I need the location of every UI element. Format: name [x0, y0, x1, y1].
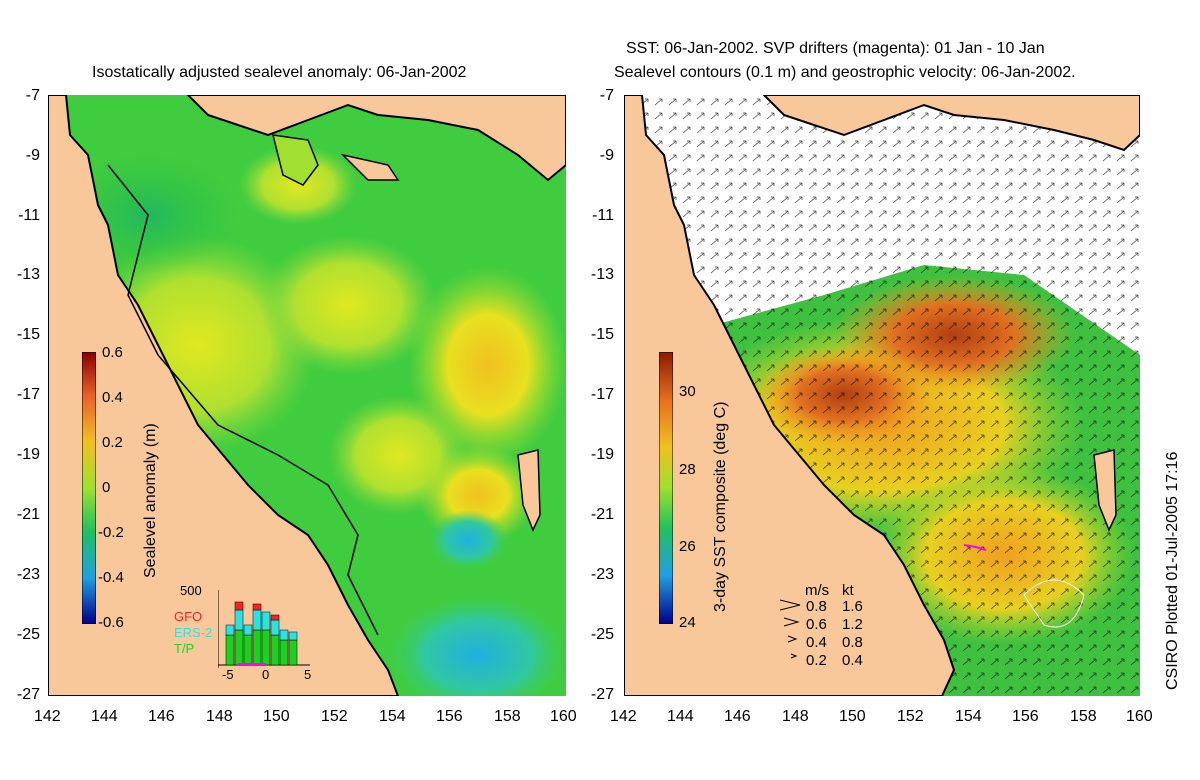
sealevel-colorbar: [82, 352, 96, 624]
anomaly-field: [388, 595, 566, 696]
island: [1093, 449, 1117, 532]
lat-tick-label: -9: [599, 147, 614, 164]
velocity-key-ms: 0.6: [806, 616, 827, 633]
velocity-key-header-kt: kt: [842, 582, 854, 599]
inset-legend-tp: T/P: [174, 641, 195, 656]
velocity-key-arrows: [780, 599, 801, 659]
lon-tick-label: 152: [321, 708, 348, 725]
lon-tick-label: 150: [263, 708, 290, 725]
velocity-key-ms: 0.4: [806, 634, 827, 651]
anomaly-field: [428, 510, 508, 570]
velocity-key-kt: 0.8: [842, 634, 863, 651]
land-png: [186, 95, 566, 182]
inset-xtick: 0: [262, 667, 270, 682]
inset-legend-gfo: GFO: [174, 609, 203, 624]
lat-tick-label: -11: [592, 207, 614, 224]
inset-xtick: -5: [222, 667, 234, 682]
sla-tick-label: 0.6: [102, 344, 123, 361]
velocity-key-ms: 0.2: [806, 652, 827, 669]
reef-contour: [107, 164, 379, 636]
sla-tick-label: -0.6: [98, 614, 124, 631]
right-panel-title-line2: Sealevel contours (0.1 m) and geostrophi…: [614, 64, 1076, 81]
inset-xtick: 5: [304, 667, 312, 682]
velocity-key-kt: 1.2: [842, 616, 863, 633]
lon-tick-label: 160: [550, 708, 577, 725]
lat-tick-label: -19: [590, 446, 614, 463]
sst-colorbar-label: 3-day SST composite (deg C): [712, 401, 729, 612]
sst-tick-label: 30: [679, 383, 696, 400]
lat-tick-label: -23: [16, 566, 40, 583]
lat-tick-label: -15: [16, 326, 40, 343]
velocity-key-header-ms: m/s: [805, 582, 830, 599]
sealevel-anomaly-map: [48, 95, 566, 696]
lat-tick-label: -27: [16, 686, 40, 703]
anomaly-field: [238, 145, 358, 225]
sla-tick-label: 0.2: [102, 434, 123, 451]
island: [340, 153, 400, 181]
lat-tick-label: -7: [25, 87, 40, 104]
sst-tick-label: 26: [679, 538, 696, 555]
lon-tick-label: 154: [379, 708, 406, 725]
lon-tick-label: 158: [494, 708, 521, 725]
sla-tick-label: -0.4: [98, 569, 124, 586]
lat-tick-label: -27: [590, 686, 614, 703]
lon-tick-label: 150: [839, 708, 866, 725]
sla-tick-label: -0.2: [98, 524, 124, 541]
lon-tick-label: 144: [667, 708, 694, 725]
lat-tick-label: -21: [590, 506, 614, 523]
inset-legend-ers2: ERS-2: [174, 625, 213, 640]
land-australia: [624, 95, 956, 696]
lon-tick-label: 148: [206, 708, 233, 725]
plot-credit: CSIRO Plotted 01-Jul-2005 17:16: [1164, 451, 1181, 690]
sla-tick-label: 0.4: [102, 389, 123, 406]
lon-tick-label: 156: [1012, 708, 1039, 725]
lon-tick-label: 142: [34, 708, 61, 725]
drifter-track: [963, 544, 987, 551]
lon-tick-label: 146: [724, 708, 751, 725]
lat-tick-label: -13: [16, 266, 40, 283]
inset-bars: [225, 601, 298, 666]
lat-tick-label: -9: [25, 147, 40, 164]
velocity-key-kt: 0.4: [842, 652, 863, 669]
lon-tick-label: 142: [610, 708, 637, 725]
lat-tick-label: -25: [16, 626, 40, 643]
lat-tick-label: -17: [16, 386, 40, 403]
lon-tick-label: 146: [148, 708, 175, 725]
velocity-key-ms: 0.8: [806, 598, 827, 615]
sst-tick-label: 24: [679, 614, 696, 631]
lon-tick-label: 152: [897, 708, 924, 725]
lon-tick-label: 158: [1070, 708, 1097, 725]
sst-tick-label: 28: [679, 461, 696, 478]
velocity-key-kt: 1.6: [842, 598, 863, 615]
land-australia: [48, 95, 400, 696]
lat-tick-label: -25: [590, 626, 614, 643]
sla-tick-label: 0: [102, 479, 111, 496]
lon-tick-label: 160: [1126, 708, 1153, 725]
lat-tick-label: -21: [16, 506, 40, 523]
lat-tick-label: -13: [590, 266, 614, 283]
island: [272, 134, 319, 186]
inset-ymax: 500: [180, 583, 202, 598]
sealevel-contour: [1023, 579, 1085, 628]
lat-tick-label: -11: [18, 207, 40, 224]
island: [517, 449, 541, 532]
right-panel-title-line1: SST: 06-Jan-2002. SVP drifters (magenta)…: [626, 40, 1045, 57]
lon-tick-label: 156: [436, 708, 463, 725]
lon-tick-label: 154: [955, 708, 982, 725]
lon-tick-label: 144: [91, 708, 118, 725]
lat-tick-label: -19: [16, 446, 40, 463]
lat-tick-label: -17: [590, 386, 614, 403]
lat-tick-label: -23: [590, 566, 614, 583]
lat-tick-label: -15: [590, 326, 614, 343]
land-png: [762, 95, 1140, 152]
sla-colorbar-label: Sealevel anomaly (m): [142, 423, 159, 578]
sst-map: [624, 95, 1140, 696]
sst-colorbar: [659, 352, 673, 624]
inset-histogram: [218, 590, 310, 668]
lat-tick-label: -7: [599, 87, 614, 104]
left-panel-title: Isostatically adjusted sealevel anomaly:…: [92, 64, 467, 81]
lon-tick-label: 148: [782, 708, 809, 725]
anomaly-field: [258, 235, 438, 375]
